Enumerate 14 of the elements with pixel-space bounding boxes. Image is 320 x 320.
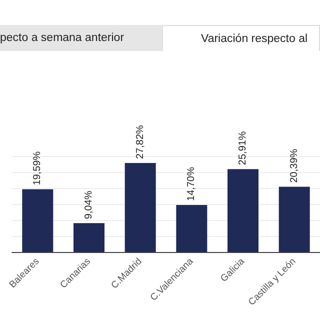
text: pecto a semana anterior (0, 25, 162, 51)
data-label: 9,04% (84, 190, 94, 220)
bar (22, 189, 54, 252)
bar (74, 223, 104, 252)
bar (278, 186, 310, 252)
data-label: 20,39% (288, 148, 300, 183)
data-label: 27,82% (134, 124, 146, 159)
text: Variación respecto al (162, 25, 320, 51)
data-label: 19,59% (32, 151, 44, 186)
data-label: 14,70% (186, 166, 198, 201)
data-label: 25,91% (238, 131, 248, 166)
bar (176, 204, 208, 252)
bar (124, 162, 156, 252)
bar (228, 169, 258, 252)
